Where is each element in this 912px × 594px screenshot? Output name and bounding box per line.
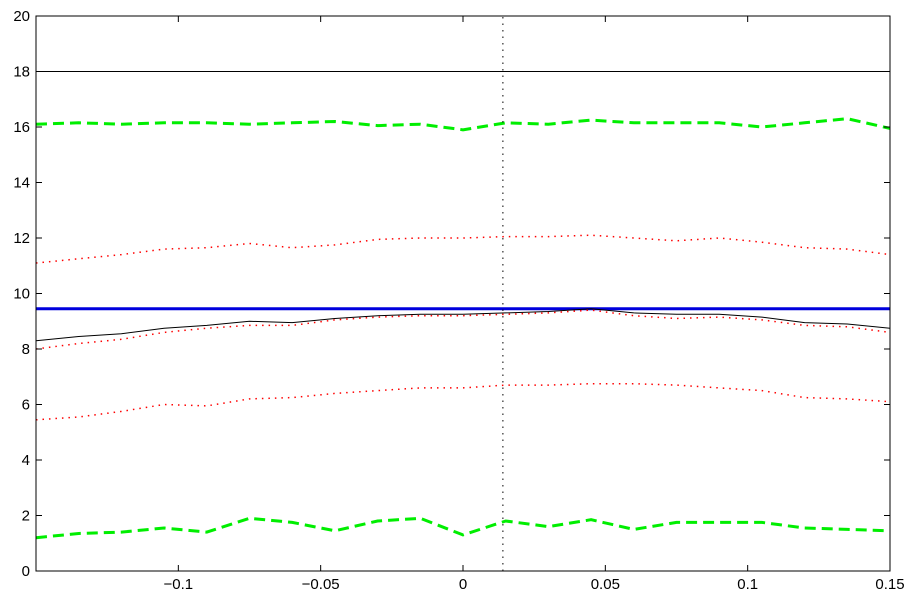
y-tick-label: 20 [13,8,30,25]
plot-frame [35,15,891,572]
series-line-7 [35,382,891,421]
x-tick-label: 0.15 [875,576,904,593]
series-layer [35,16,891,571]
y-tick-label: 14 [13,175,30,192]
y-tick-label: 6 [22,397,30,414]
series-line-6 [35,309,891,350]
y-tick-label: 0 [22,563,30,580]
y-tick-label: 12 [13,230,30,247]
series-line-8 [35,516,891,540]
x-tick-label: 0.1 [737,576,758,593]
y-tick-label: 8 [22,341,30,358]
ticks-layer: −0.1 −0.05 0 0.05 0.1 0.15 0 2 4 6 8 10 12 14 16 18 20 [13,8,904,593]
x-tick-label: −0.05 [302,576,340,593]
y-tick-label: 16 [13,119,30,136]
x-tick-label: 0.05 [591,576,620,593]
y-tick-label: 4 [22,452,30,469]
x-tick-label: 0 [459,576,467,593]
x-tick-label: −0.1 [164,576,194,593]
plot-background [36,16,890,571]
series-line-2 [35,117,891,132]
series-line-3 [35,234,891,264]
y-tick-label: 18 [13,64,30,81]
y-tick-label: 2 [22,508,30,525]
series-line-5 [35,308,891,342]
y-tick-label: 10 [13,286,30,303]
